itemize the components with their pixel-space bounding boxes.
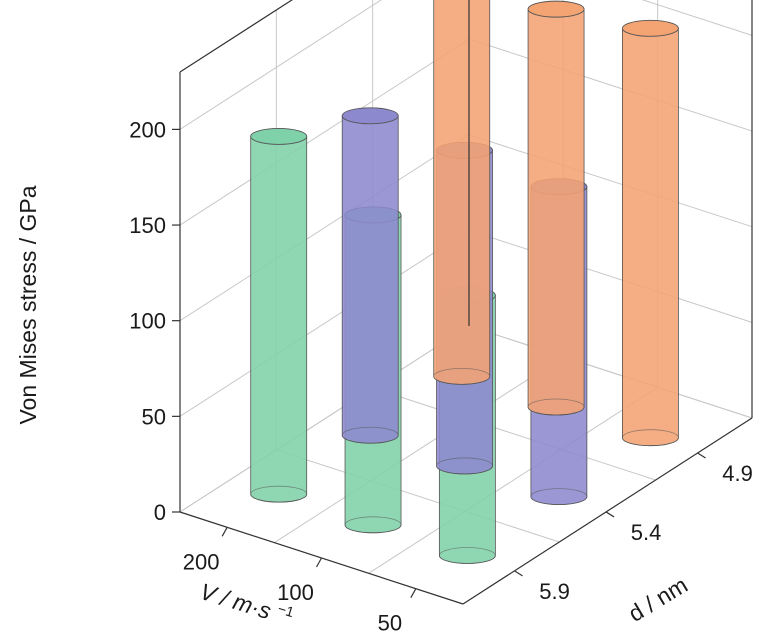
bar-cylinder [341,107,399,444]
bar-body [341,115,399,444]
x-tick-label: 200 [183,549,220,574]
bar-base [433,367,491,385]
bar-cylinder [433,0,491,385]
z-tick-label: 100 [129,309,166,334]
x-tick-label: 50 [378,611,402,636]
z-tick-label: 50 [142,404,166,429]
y-tick-label: 4.9 [722,461,753,486]
y-axis-label: d / nm [624,572,692,627]
bar-body [250,136,308,503]
bar-cylinder [527,0,585,416]
chart-bars [250,0,679,564]
y-tick-label: 5.9 [539,579,570,604]
grid-line-floor [368,386,658,574]
bar-cylinder [250,127,308,503]
bar-base [527,398,585,416]
grid-line-floor [468,325,753,419]
z-tick-label: 200 [129,117,166,142]
grid-line-floor [276,449,560,543]
grid-line-z [179,0,753,130]
x-tick [315,557,323,568]
bar-base [622,429,679,447]
bar-base [530,488,588,505]
z-axis-label: Von Mises stress / GPa [15,185,41,424]
bar-body [622,27,679,447]
y-tick [697,452,706,459]
bar-base [344,516,402,534]
x-tick-label: 100 [277,580,314,605]
bar-cylinder [621,19,679,447]
grid-line-floor [179,325,470,513]
y-tick [605,511,615,518]
grid-line-floor [372,387,656,481]
bar-base [250,485,308,503]
y-tick-label: 5.4 [631,520,662,545]
bar-top [527,0,585,18]
frame-edge [179,0,293,73]
bar-body [433,0,491,385]
z-tick-label: 0 [154,500,166,525]
bar-top [341,107,399,125]
bar-body [527,8,585,416]
bar-base [438,547,496,564]
bar-base [436,457,493,475]
bar-top [621,19,679,37]
chart-frame [172,0,753,605]
x-tick [410,588,417,598]
bar-base [341,426,399,444]
frame-edge [462,417,753,605]
x-axis-label-main: V / m·s [197,578,275,624]
y-tick [514,570,523,577]
grid-line-floor [274,356,564,544]
z-tick-label: 150 [129,213,166,238]
x-axis-label-sup: −1 [276,600,296,620]
x-tick [221,527,228,537]
bar-top [250,127,308,145]
